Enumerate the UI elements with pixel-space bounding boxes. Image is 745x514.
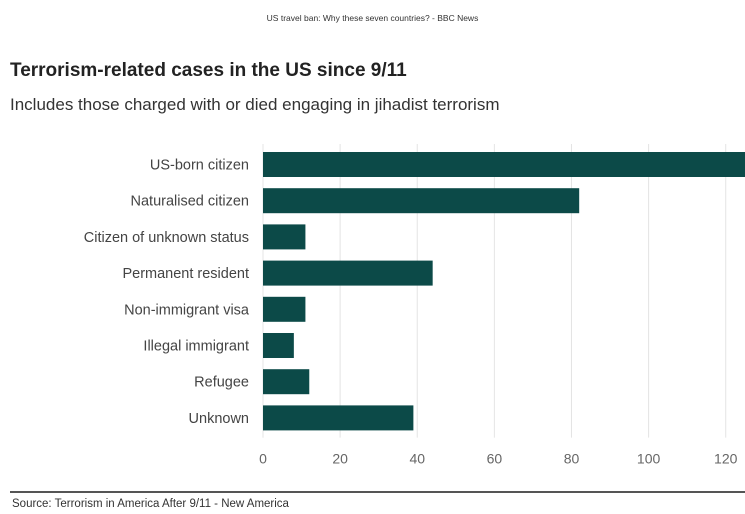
x-tick-label: 100 xyxy=(637,451,661,467)
chart-title: Terrorism-related cases in the US since … xyxy=(10,60,407,81)
source-note: Source: Terrorism in America After 9/11 … xyxy=(12,498,289,510)
bar xyxy=(263,369,310,395)
x-tick-label: 80 xyxy=(564,451,580,467)
category-label: Naturalised citizen xyxy=(131,194,249,210)
category-label: Citizen of unknown status xyxy=(84,230,249,246)
footer-divider xyxy=(10,491,745,493)
x-tick-label: 20 xyxy=(332,451,348,467)
category-label: US-born citizen xyxy=(150,158,249,174)
bar xyxy=(263,333,294,358)
x-tick-label: 60 xyxy=(487,451,503,467)
bar xyxy=(263,224,306,250)
category-label: Refugee xyxy=(194,375,249,391)
bar-chart: 0 20 40 60 80 100 120 US-born citizen Naturalise… xyxy=(84,144,745,467)
page-caption: US travel ban: Why these seven countries… xyxy=(266,13,479,23)
x-tick-label: 40 xyxy=(409,451,425,467)
bar xyxy=(263,296,306,322)
category-label: Permanent resident xyxy=(122,266,249,282)
bar xyxy=(263,405,414,431)
category-label: Non-immigrant visa xyxy=(124,302,250,318)
x-tick-label: 0 xyxy=(259,451,267,467)
bar xyxy=(263,188,580,214)
chart-subtitle: Includes those charged with or died enga… xyxy=(10,95,500,114)
category-label: Unknown xyxy=(189,411,249,427)
category-label: Illegal immigrant xyxy=(143,339,249,355)
bar xyxy=(263,152,745,177)
bar xyxy=(263,260,433,286)
x-tick-label: 120 xyxy=(714,451,738,467)
